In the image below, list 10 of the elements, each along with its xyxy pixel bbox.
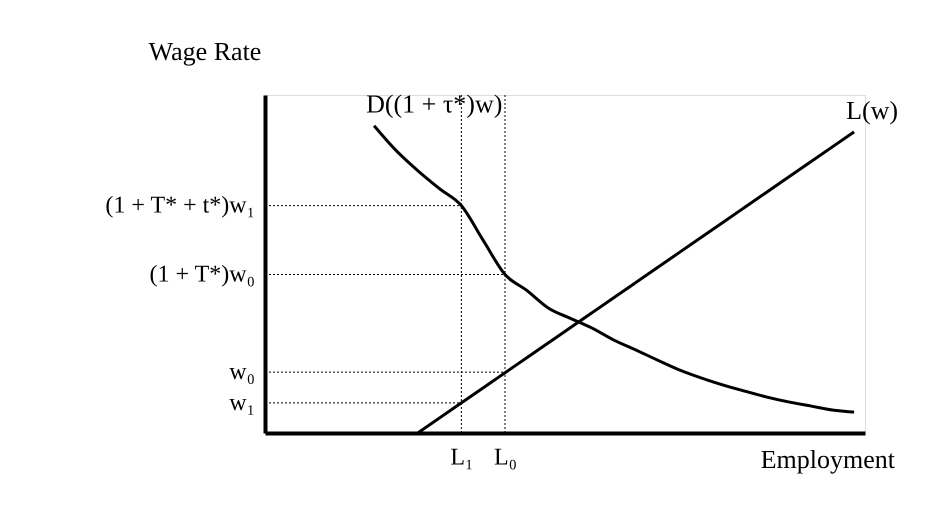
x-tick-label: L₁ — [450, 444, 474, 470]
x-axis-title: Employment — [760, 445, 896, 474]
x-tick-label: L₀ — [494, 444, 518, 470]
y-axis-title: Wage Rate — [148, 37, 262, 66]
series-label: (1 + T*)w₀ — [150, 261, 255, 288]
series-label: (1 + T* + t*)w₁ — [105, 192, 255, 219]
series-label: D((1 + τ*)w) — [366, 90, 502, 119]
series-label: w₁ — [229, 390, 255, 416]
series-label: w₀ — [229, 359, 255, 386]
series-label: L(w) — [846, 96, 898, 125]
